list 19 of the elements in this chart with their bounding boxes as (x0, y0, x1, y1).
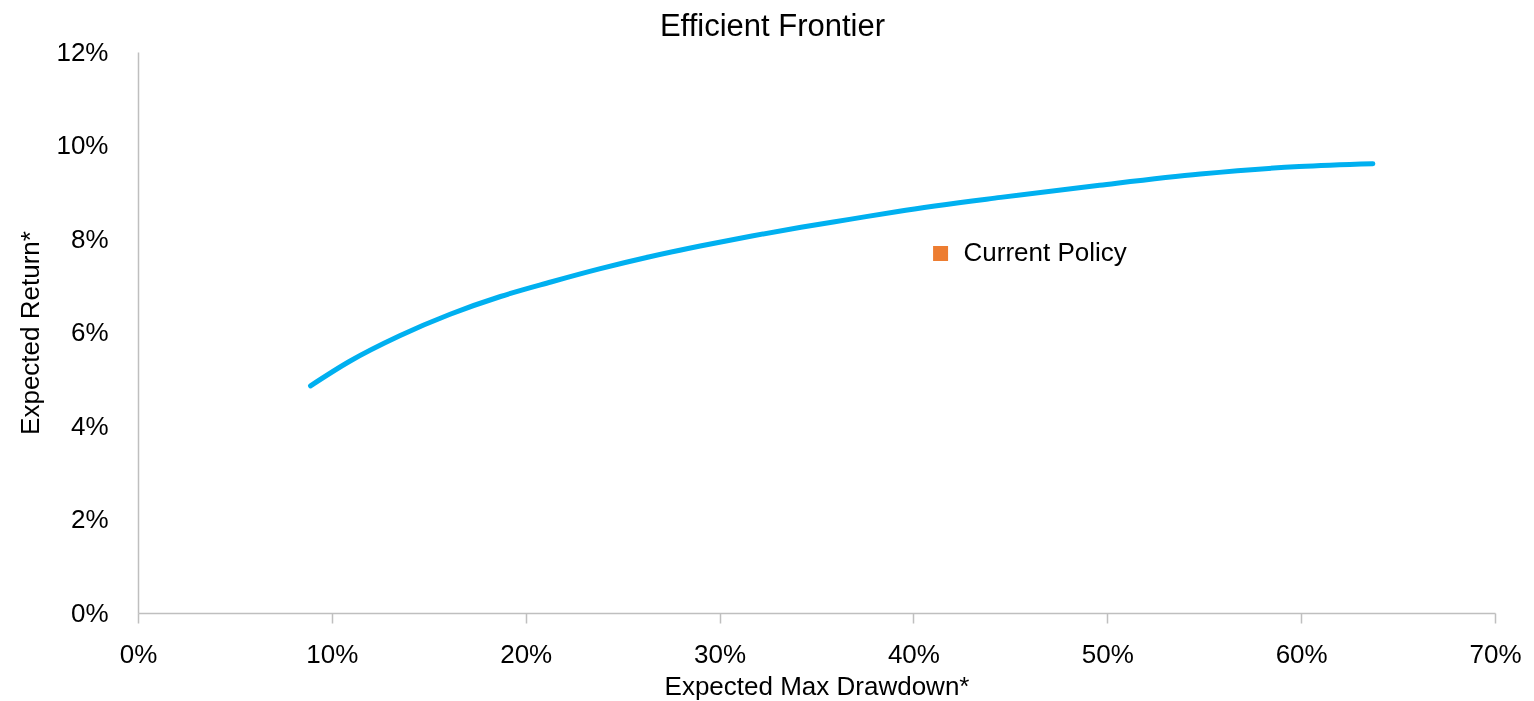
x-tick-label: 20% (500, 638, 553, 669)
y-tick-label: 0% (70, 597, 109, 628)
y-tick-label: 4% (70, 410, 109, 441)
x-tick-label: 60% (1275, 638, 1328, 669)
x-tick-label: 30% (694, 638, 747, 669)
y-tick-label: 8% (70, 223, 109, 254)
y-tick-label: 6% (70, 317, 109, 347)
x-tick-label: 70% (1469, 638, 1522, 669)
y-axis-title: Expected Return* (15, 231, 46, 435)
x-tick-label: 0% (119, 638, 158, 669)
y-tick-label: 12% (56, 36, 109, 67)
y-tick-label: 2% (70, 504, 109, 534)
chart-title: Efficient Frontier (659, 8, 886, 43)
x-tick-label: 50% (1081, 638, 1134, 669)
y-tick-label: 10% (56, 130, 109, 160)
series-label: Current Policy (963, 237, 1127, 268)
x-tick-label: 40% (887, 638, 940, 669)
x-axis-title: Expected Max Drawdown* (664, 670, 970, 701)
x-tick-label: 10% (306, 638, 359, 669)
